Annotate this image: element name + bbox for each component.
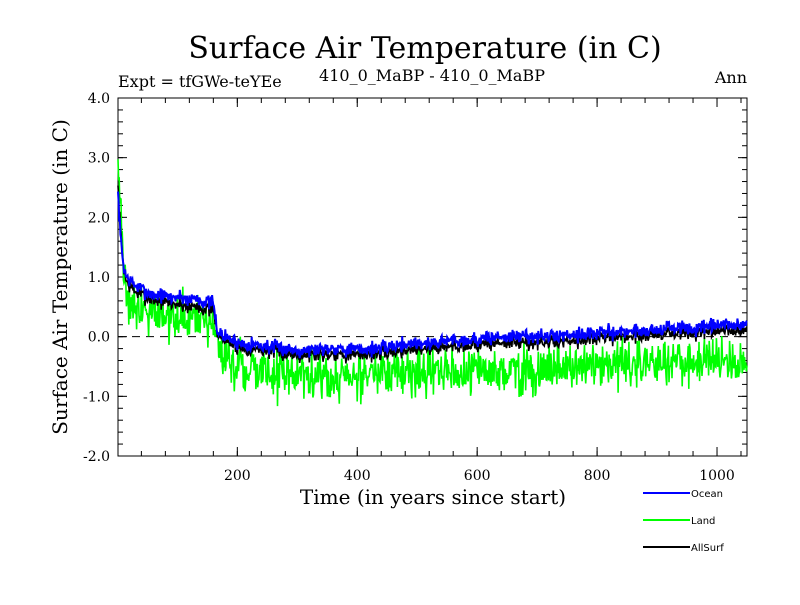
y-tick-label: 0.0 <box>88 330 110 346</box>
legend: Ocean Land AllSurf <box>643 489 724 554</box>
x-tick-label: 1000 <box>699 468 735 484</box>
x-tick-label: 800 <box>584 468 611 484</box>
y-tick-label: 1.0 <box>88 270 110 286</box>
subtitle-left: Expt = tfGWe-teYEe <box>118 72 282 91</box>
y-tick-label: 2.0 <box>88 210 110 226</box>
chart-title: Surface Air Temperature (in C) <box>188 31 661 66</box>
x-tick-label: 200 <box>224 468 251 484</box>
x-tick-label: 600 <box>464 468 491 484</box>
y-tick-label: -2.0 <box>83 449 110 465</box>
series-group <box>117 159 748 407</box>
x-tick-label: 400 <box>344 468 371 484</box>
y-tick-label: -1.0 <box>83 389 110 405</box>
subtitle-right: Ann <box>714 68 747 87</box>
y-tick-label: 4.0 <box>88 91 110 107</box>
subtitle-center: 410_0_MaBP - 410_0_MaBP <box>319 66 545 85</box>
y-axis-label: Surface Air Temperature (in C) <box>48 119 72 435</box>
x-axis-label: Time (in years since start) <box>300 485 566 509</box>
legend-label-ocean: Ocean <box>691 489 723 500</box>
y-ticks-group: -2.0 -1.0 0.0 1.0 2.0 3.0 4.0 <box>83 91 747 465</box>
series-line-land <box>117 159 748 407</box>
legend-label-land: Land <box>691 516 715 527</box>
y-tick-label: 3.0 <box>88 151 110 167</box>
legend-label-allsurf: AllSurf <box>691 543 724 554</box>
series-line-ocean <box>117 191 748 359</box>
plot-frame <box>117 97 748 457</box>
x-ticks-group: 200 400 600 800 1000 <box>140 98 742 484</box>
